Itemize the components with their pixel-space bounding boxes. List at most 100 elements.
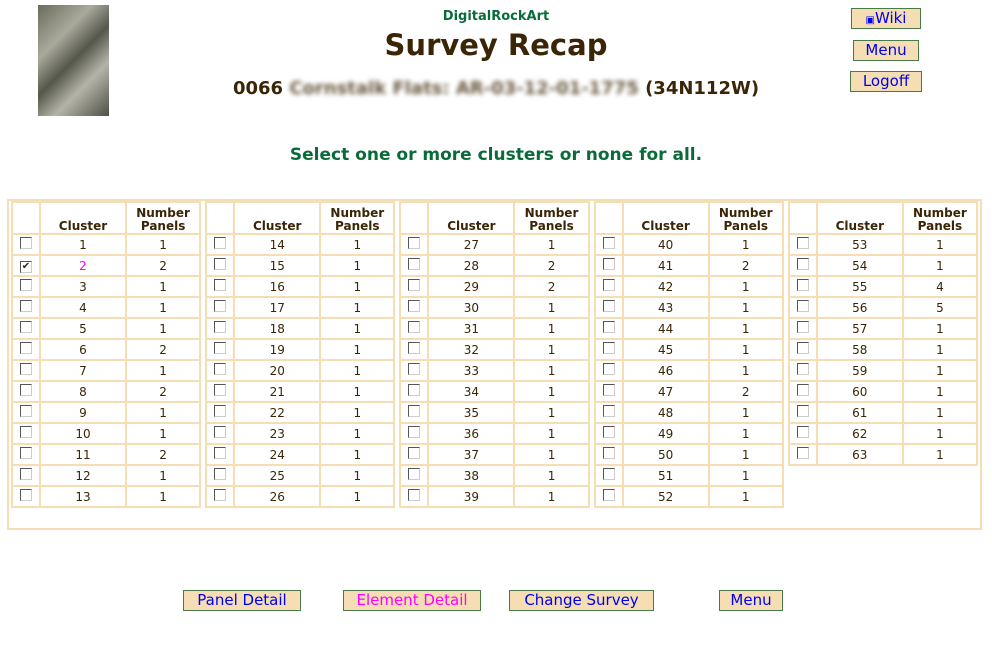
cluster-table: Cluster Number Panels 14 1 15 1 16 1 17 1 18 1 19 1 20 1… [205,201,396,508]
cluster-checkbox[interactable] [214,426,227,438]
cluster-checkbox[interactable] [20,300,32,312]
table-row: 60 1 [789,382,977,401]
cluster-checkbox[interactable] [796,405,809,417]
menu-button-top[interactable]: Menu [853,40,919,61]
cluster-number: 31 [429,319,514,338]
cluster-checkbox[interactable] [408,363,421,375]
cluster-checkbox[interactable] [796,300,809,312]
cluster-checkbox[interactable] [214,237,227,249]
cluster-number: 58 [817,340,902,359]
cluster-checkbox[interactable] [408,468,421,480]
cluster-checkbox[interactable] [214,342,227,354]
table-row: 19 1 [207,340,394,359]
cluster-checkbox[interactable] [214,258,227,270]
cluster-checkbox[interactable] [20,279,32,291]
cluster-checkbox[interactable] [214,489,227,501]
cluster-checkbox[interactable] [408,384,421,396]
cluster-checkbox[interactable] [20,426,32,438]
cluster-number: 11 [41,445,125,464]
cluster-checkbox[interactable] [214,300,227,312]
cluster-checkbox[interactable] [214,405,227,417]
cluster-checkbox[interactable] [602,237,615,249]
table-row: 46 1 [595,361,782,380]
cluster-checkbox[interactable] [20,321,32,333]
cluster-checkbox[interactable] [20,447,32,459]
cluster-checkbox[interactable] [408,342,421,354]
cluster-checkbox[interactable] [602,384,615,396]
cluster-checkbox[interactable] [408,279,421,291]
cluster-number: 54 [817,256,902,275]
cluster-checkbox[interactable] [408,426,421,438]
table-row: 15 1 [207,256,394,275]
cluster-checkbox[interactable] [796,447,809,459]
cluster-checkbox[interactable] [796,279,809,291]
cluster-checkbox[interactable] [796,384,809,396]
cluster-number: 3 [41,277,125,296]
menu-button-bottom[interactable]: Menu [719,590,783,611]
cluster-checkbox[interactable] [214,279,227,291]
cluster-number: 10 [41,424,125,443]
cluster-checkbox[interactable] [602,258,615,270]
cluster-checkbox[interactable] [20,489,32,501]
cluster-checkbox[interactable] [408,447,421,459]
cluster-header: Cluster [817,203,902,233]
cluster-checkbox[interactable] [214,384,227,396]
panel-count: 1 [515,403,588,422]
panel-count: 1 [515,445,588,464]
cluster-header: Cluster [429,203,514,233]
cluster-number: 21 [235,382,320,401]
cluster-checkbox[interactable] [408,237,421,249]
cluster-number: 46 [623,361,708,380]
logoff-button[interactable]: Logoff [850,71,922,92]
cluster-checkbox[interactable] [602,321,615,333]
cluster-checkbox[interactable] [20,405,32,417]
panel-count: 1 [709,298,782,317]
cluster-checkbox[interactable] [214,468,227,480]
element-detail-button[interactable]: Element Detail [343,590,481,611]
cluster-checkbox[interactable] [602,300,615,312]
panel-detail-button[interactable]: Panel Detail [183,590,301,611]
cluster-checkbox[interactable] [20,237,32,249]
table-row: ✔ 2 2 [13,256,200,275]
cluster-checkbox[interactable] [20,342,32,354]
table-row: 23 1 [207,424,394,443]
cluster-checkbox[interactable]: ✔ [20,261,32,273]
cluster-number: 34 [429,382,514,401]
cluster-checkbox[interactable] [408,489,421,501]
cluster-number: 16 [235,277,320,296]
cluster-checkbox[interactable] [602,279,615,291]
cluster-checkbox[interactable] [796,237,809,249]
cluster-checkbox[interactable] [602,447,615,459]
panels-header: Number Panels [903,203,977,233]
wiki-button[interactable]: ▣Wiki [851,8,921,29]
cluster-checkbox[interactable] [20,363,32,375]
cluster-checkbox[interactable] [796,363,809,375]
change-survey-button[interactable]: Change Survey [509,590,654,611]
panel-count: 1 [515,298,588,317]
cluster-number: 52 [623,487,708,506]
cluster-checkbox[interactable] [602,489,615,501]
cluster-checkbox[interactable] [214,363,227,375]
panel-count: 1 [127,487,200,506]
cluster-checkbox[interactable] [408,405,421,417]
cluster-checkbox[interactable] [602,363,615,375]
cluster-checkbox[interactable] [20,384,32,396]
cluster-checkbox[interactable] [602,426,615,438]
cluster-checkbox[interactable] [602,342,615,354]
cluster-checkbox[interactable] [214,447,227,459]
cluster-checkbox[interactable] [796,426,809,438]
cluster-checkbox[interactable] [20,468,32,480]
cluster-checkbox[interactable] [602,468,615,480]
cluster-checkbox[interactable] [408,300,421,312]
cluster-checkbox[interactable] [796,321,809,333]
cluster-checkbox[interactable] [408,258,421,270]
cluster-checkbox[interactable] [796,342,809,354]
cluster-checkbox[interactable] [408,321,421,333]
cluster-checkbox[interactable] [796,258,809,270]
clusters-grid: Cluster Number Panels 1 1 ✔ 2 2 3 1 4 1 5 1 6 2 7 1 8 2 9 1 10… [7,199,982,530]
cluster-checkbox[interactable] [602,405,615,417]
cluster-checkbox[interactable] [214,321,227,333]
table-row: 13 1 [13,487,200,506]
panel-count: 1 [709,235,782,254]
